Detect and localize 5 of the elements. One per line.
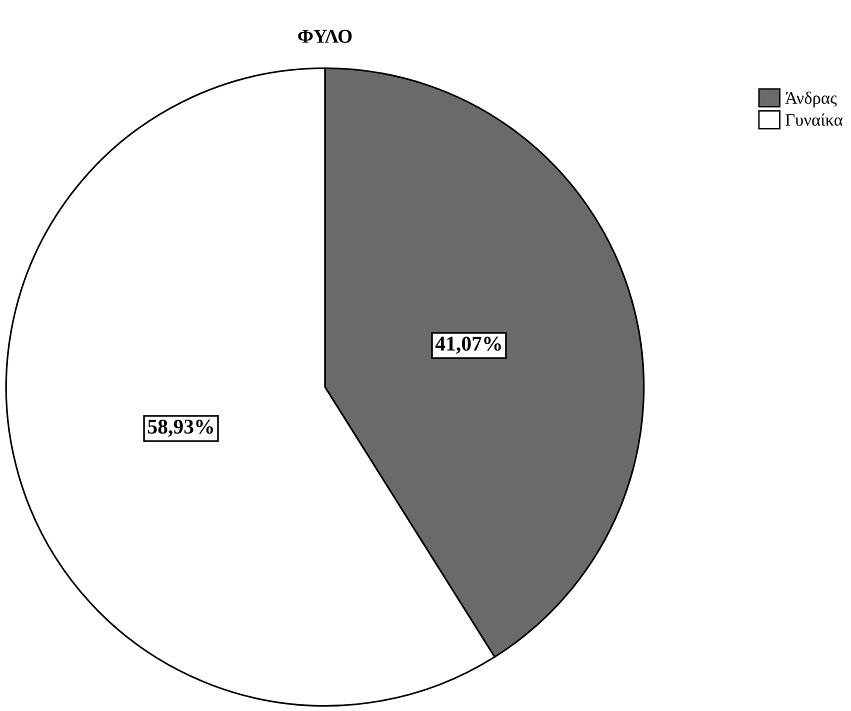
data-label: 58,93%: [148, 420, 213, 437]
data-label: 41,07%: [435, 336, 501, 354]
chart-title: ΦΥΛΟ: [298, 30, 352, 43]
legend-label: Γυναίκα: [785, 113, 843, 126]
legend-label: Άνδρας: [785, 92, 837, 108]
